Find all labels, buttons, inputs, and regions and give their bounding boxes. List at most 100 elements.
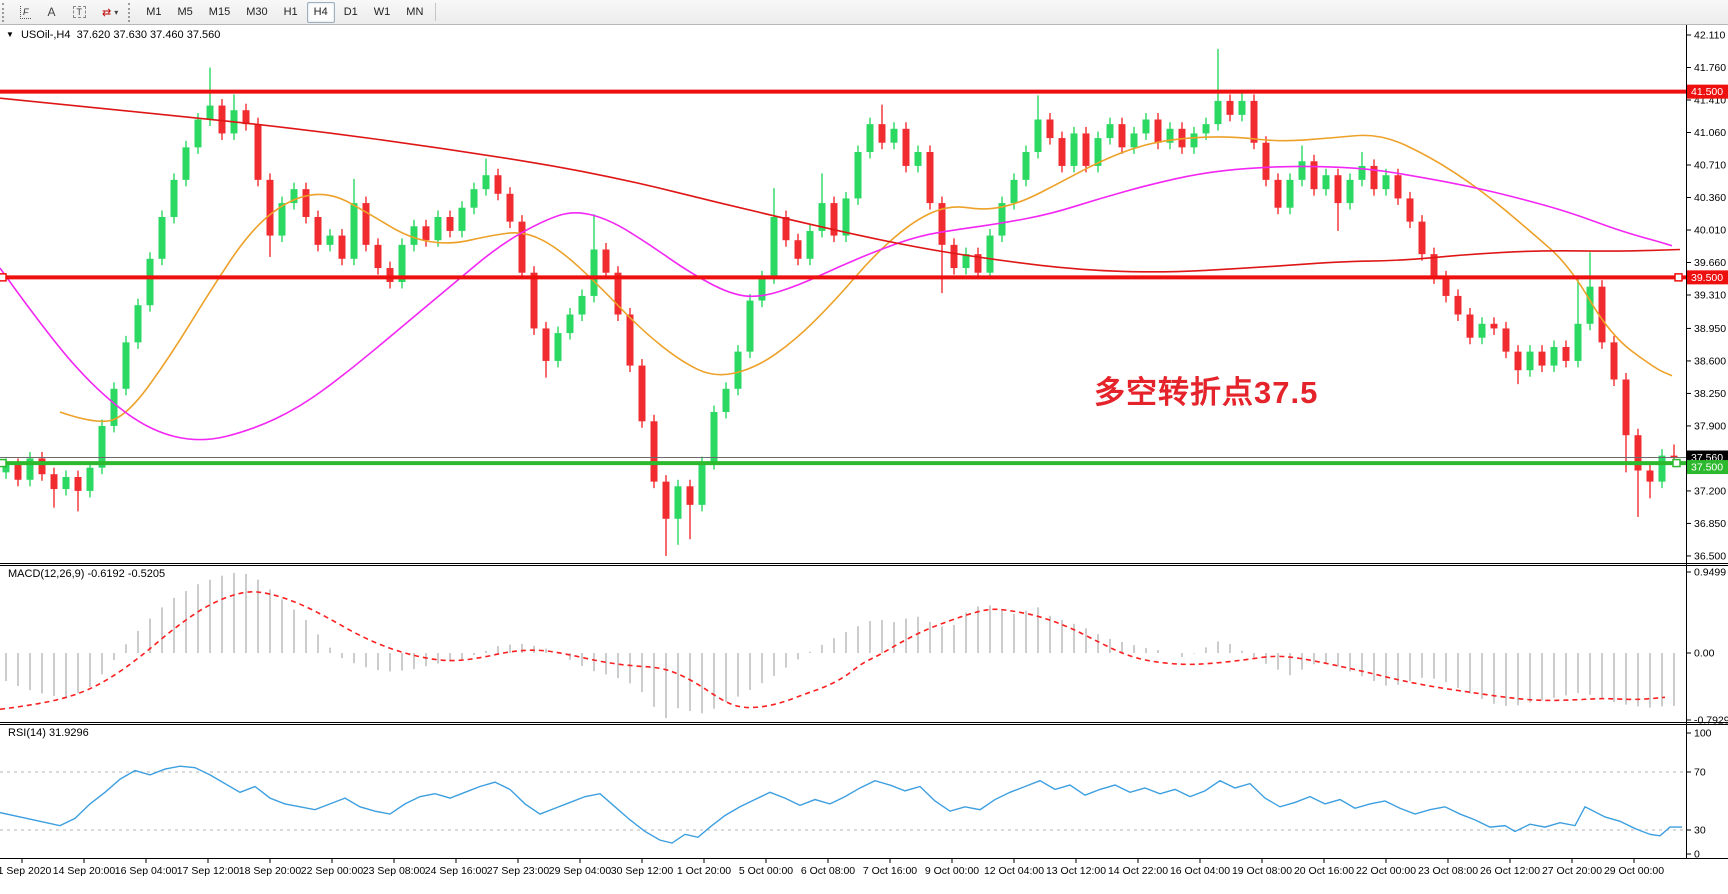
ohlc-values: 37.620 37.630 37.460 37.560	[76, 29, 221, 41]
svg-text:41.760: 41.760	[1694, 62, 1726, 74]
timeframe-w1-button[interactable]: W1	[367, 2, 398, 23]
timeframe-m1-button[interactable]: M1	[139, 2, 168, 23]
candle-body	[98, 425, 106, 468]
arrows-icon: ⇄	[102, 6, 112, 19]
candle-body	[518, 221, 526, 273]
candle-body	[434, 216, 442, 241]
hline-37.500[interactable]	[0, 458, 1686, 468]
chart-text-annotation[interactable]: 多空转折点37.5	[1094, 375, 1319, 410]
candle-body	[1466, 314, 1474, 338]
hline-anchor	[1672, 458, 1681, 468]
price-axis: 42.11041.76041.41041.06040.71040.36040.0…	[1686, 30, 1726, 562]
hline-price-tag: 41.500	[1687, 84, 1728, 99]
fibonacci-tool-button[interactable]: F	[13, 2, 38, 23]
candle-body	[1130, 133, 1138, 148]
candle-body	[146, 258, 154, 306]
candle-body	[674, 486, 682, 519]
candle-body	[326, 235, 334, 245]
candle-body	[662, 481, 670, 519]
candle-body	[722, 388, 730, 412]
candle-body	[206, 105, 214, 120]
svg-text:14 Oct 22:00: 14 Oct 22:00	[1108, 865, 1168, 877]
candle-body	[842, 198, 850, 236]
candle-body	[1022, 151, 1030, 180]
text-label-icon: T	[72, 6, 86, 18]
candle-body	[350, 203, 358, 259]
candle-body	[26, 458, 34, 480]
candle-body	[890, 128, 898, 143]
svg-text:13 Oct 12:00: 13 Oct 12:00	[1046, 865, 1106, 877]
candle-body	[1550, 346, 1558, 366]
candle-body	[1154, 119, 1162, 143]
candle-body	[1250, 100, 1258, 143]
candle-body	[926, 151, 934, 204]
timeframe-m30-button[interactable]: M30	[239, 2, 274, 23]
chevron-down-icon: ▼	[6, 30, 14, 39]
candle-body	[1322, 175, 1330, 190]
candle-body	[878, 124, 886, 143]
candle-body	[950, 244, 958, 269]
toolbar-drag-handle[interactable]	[128, 2, 135, 22]
hline-price-tag: 39.500	[1687, 270, 1728, 285]
candle-body	[602, 249, 610, 273]
candle-body	[1262, 142, 1270, 180]
candle-body	[1238, 100, 1246, 115]
text-label-tool-button[interactable]: T	[66, 2, 94, 23]
candle-body	[614, 272, 622, 315]
svg-text:39.660: 39.660	[1694, 257, 1726, 269]
candle-body	[122, 342, 130, 389]
svg-text:29 Sep 04:00: 29 Sep 04:00	[549, 865, 612, 877]
candle-body	[110, 388, 118, 426]
fibonacci-icon: F	[20, 5, 31, 19]
svg-text:23 Oct 08:00: 23 Oct 08:00	[1418, 865, 1478, 877]
arrows-tool-button[interactable]: ⇄ ▾	[95, 2, 125, 23]
timeframe-d1-button[interactable]: D1	[337, 2, 365, 23]
timeframe-h1-button[interactable]: H1	[277, 2, 305, 23]
candle-body	[566, 314, 574, 334]
candle-body	[182, 147, 190, 180]
timeframe-m5-button[interactable]: M5	[171, 2, 200, 23]
candle-body	[554, 333, 562, 361]
candle-body	[290, 189, 298, 204]
timeframe-m15-button[interactable]: M15	[202, 2, 237, 23]
candle-body	[242, 110, 250, 125]
candle-body	[1382, 175, 1390, 190]
candle-body	[626, 314, 634, 366]
svg-text:0: 0	[1694, 849, 1700, 861]
svg-text:16 Oct 04:00: 16 Oct 04:00	[1170, 865, 1230, 877]
svg-text:9 Oct 00:00: 9 Oct 00:00	[925, 865, 979, 877]
candle-body	[962, 254, 970, 269]
rsi-panel: 100 70 30 0	[0, 728, 1712, 861]
candle-body	[710, 411, 718, 464]
candle-body	[1094, 138, 1102, 166]
toolbar-separator	[435, 3, 437, 21]
candle-body	[1634, 435, 1642, 471]
timeframe-mn-button[interactable]: MN	[399, 2, 430, 23]
candle-body	[1010, 179, 1018, 204]
text-tool-button[interactable]: A	[40, 2, 64, 23]
svg-text:30: 30	[1694, 825, 1706, 837]
candle-body	[470, 189, 478, 208]
candle-body	[422, 226, 430, 241]
candle-body	[314, 216, 322, 245]
candle-body	[1502, 328, 1510, 352]
candle-body	[374, 244, 382, 269]
hline-39.500[interactable]	[0, 273, 1686, 282]
svg-text:7 Oct 16:00: 7 Oct 16:00	[863, 865, 917, 877]
candle-body	[506, 193, 514, 222]
candle-body	[1478, 323, 1486, 338]
candle-body	[914, 151, 922, 166]
hline-anchor	[0, 273, 7, 282]
toolbar-drag-handle[interactable]	[2, 2, 9, 22]
svg-text:23 Sep 08:00: 23 Sep 08:00	[363, 865, 426, 877]
hline-anchor	[1674, 273, 1683, 282]
chart-header: ▼ USOil-,H4 37.620 37.630 37.460 37.560	[6, 29, 220, 41]
candle-body	[1346, 179, 1354, 204]
candle-body	[338, 235, 346, 259]
svg-text:1 Oct 20:00: 1 Oct 20:00	[677, 865, 731, 877]
svg-text:40.710: 40.710	[1694, 159, 1726, 171]
candle-body	[362, 203, 370, 245]
timeframe-h4-button[interactable]: H4	[306, 1, 335, 23]
